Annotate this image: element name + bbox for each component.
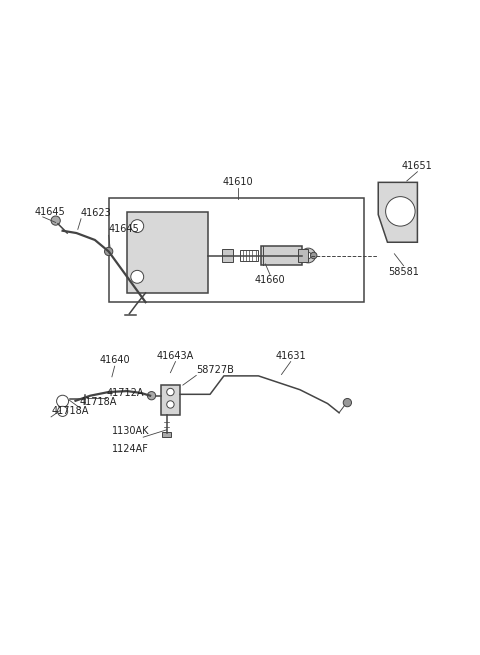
Text: 58727B: 58727B xyxy=(196,364,234,375)
Text: 41718A: 41718A xyxy=(80,397,117,407)
Text: 58581: 58581 xyxy=(388,267,419,276)
Circle shape xyxy=(305,252,312,259)
Circle shape xyxy=(147,392,156,400)
Bar xyxy=(162,432,171,437)
Text: 41651: 41651 xyxy=(402,161,433,171)
Circle shape xyxy=(131,219,144,233)
Text: 41718A: 41718A xyxy=(51,406,88,416)
Circle shape xyxy=(51,216,60,225)
Bar xyxy=(298,249,308,262)
Text: 41623: 41623 xyxy=(81,208,112,218)
Bar xyxy=(261,246,302,265)
Circle shape xyxy=(105,248,113,255)
Text: 41610: 41610 xyxy=(222,177,253,187)
Text: 41643A: 41643A xyxy=(157,350,194,361)
Circle shape xyxy=(167,388,174,396)
Circle shape xyxy=(57,395,69,407)
Bar xyxy=(108,198,364,302)
Circle shape xyxy=(343,398,351,407)
Bar xyxy=(222,249,233,262)
Text: 1130AK: 1130AK xyxy=(111,426,149,436)
Bar xyxy=(161,385,180,415)
Circle shape xyxy=(301,248,315,263)
Circle shape xyxy=(385,196,415,226)
Text: 41645: 41645 xyxy=(35,207,66,217)
Text: 41640: 41640 xyxy=(99,355,130,365)
Polygon shape xyxy=(378,182,418,242)
Circle shape xyxy=(131,271,144,283)
Circle shape xyxy=(167,401,174,408)
Text: 41631: 41631 xyxy=(276,350,306,361)
Text: 41712A: 41712A xyxy=(107,388,144,398)
Bar xyxy=(240,250,258,261)
Text: 41660: 41660 xyxy=(254,276,285,286)
Bar xyxy=(127,212,208,293)
Text: 41645: 41645 xyxy=(108,225,139,234)
Text: 1124AF: 1124AF xyxy=(112,443,149,454)
Circle shape xyxy=(311,252,317,259)
Circle shape xyxy=(58,406,68,417)
